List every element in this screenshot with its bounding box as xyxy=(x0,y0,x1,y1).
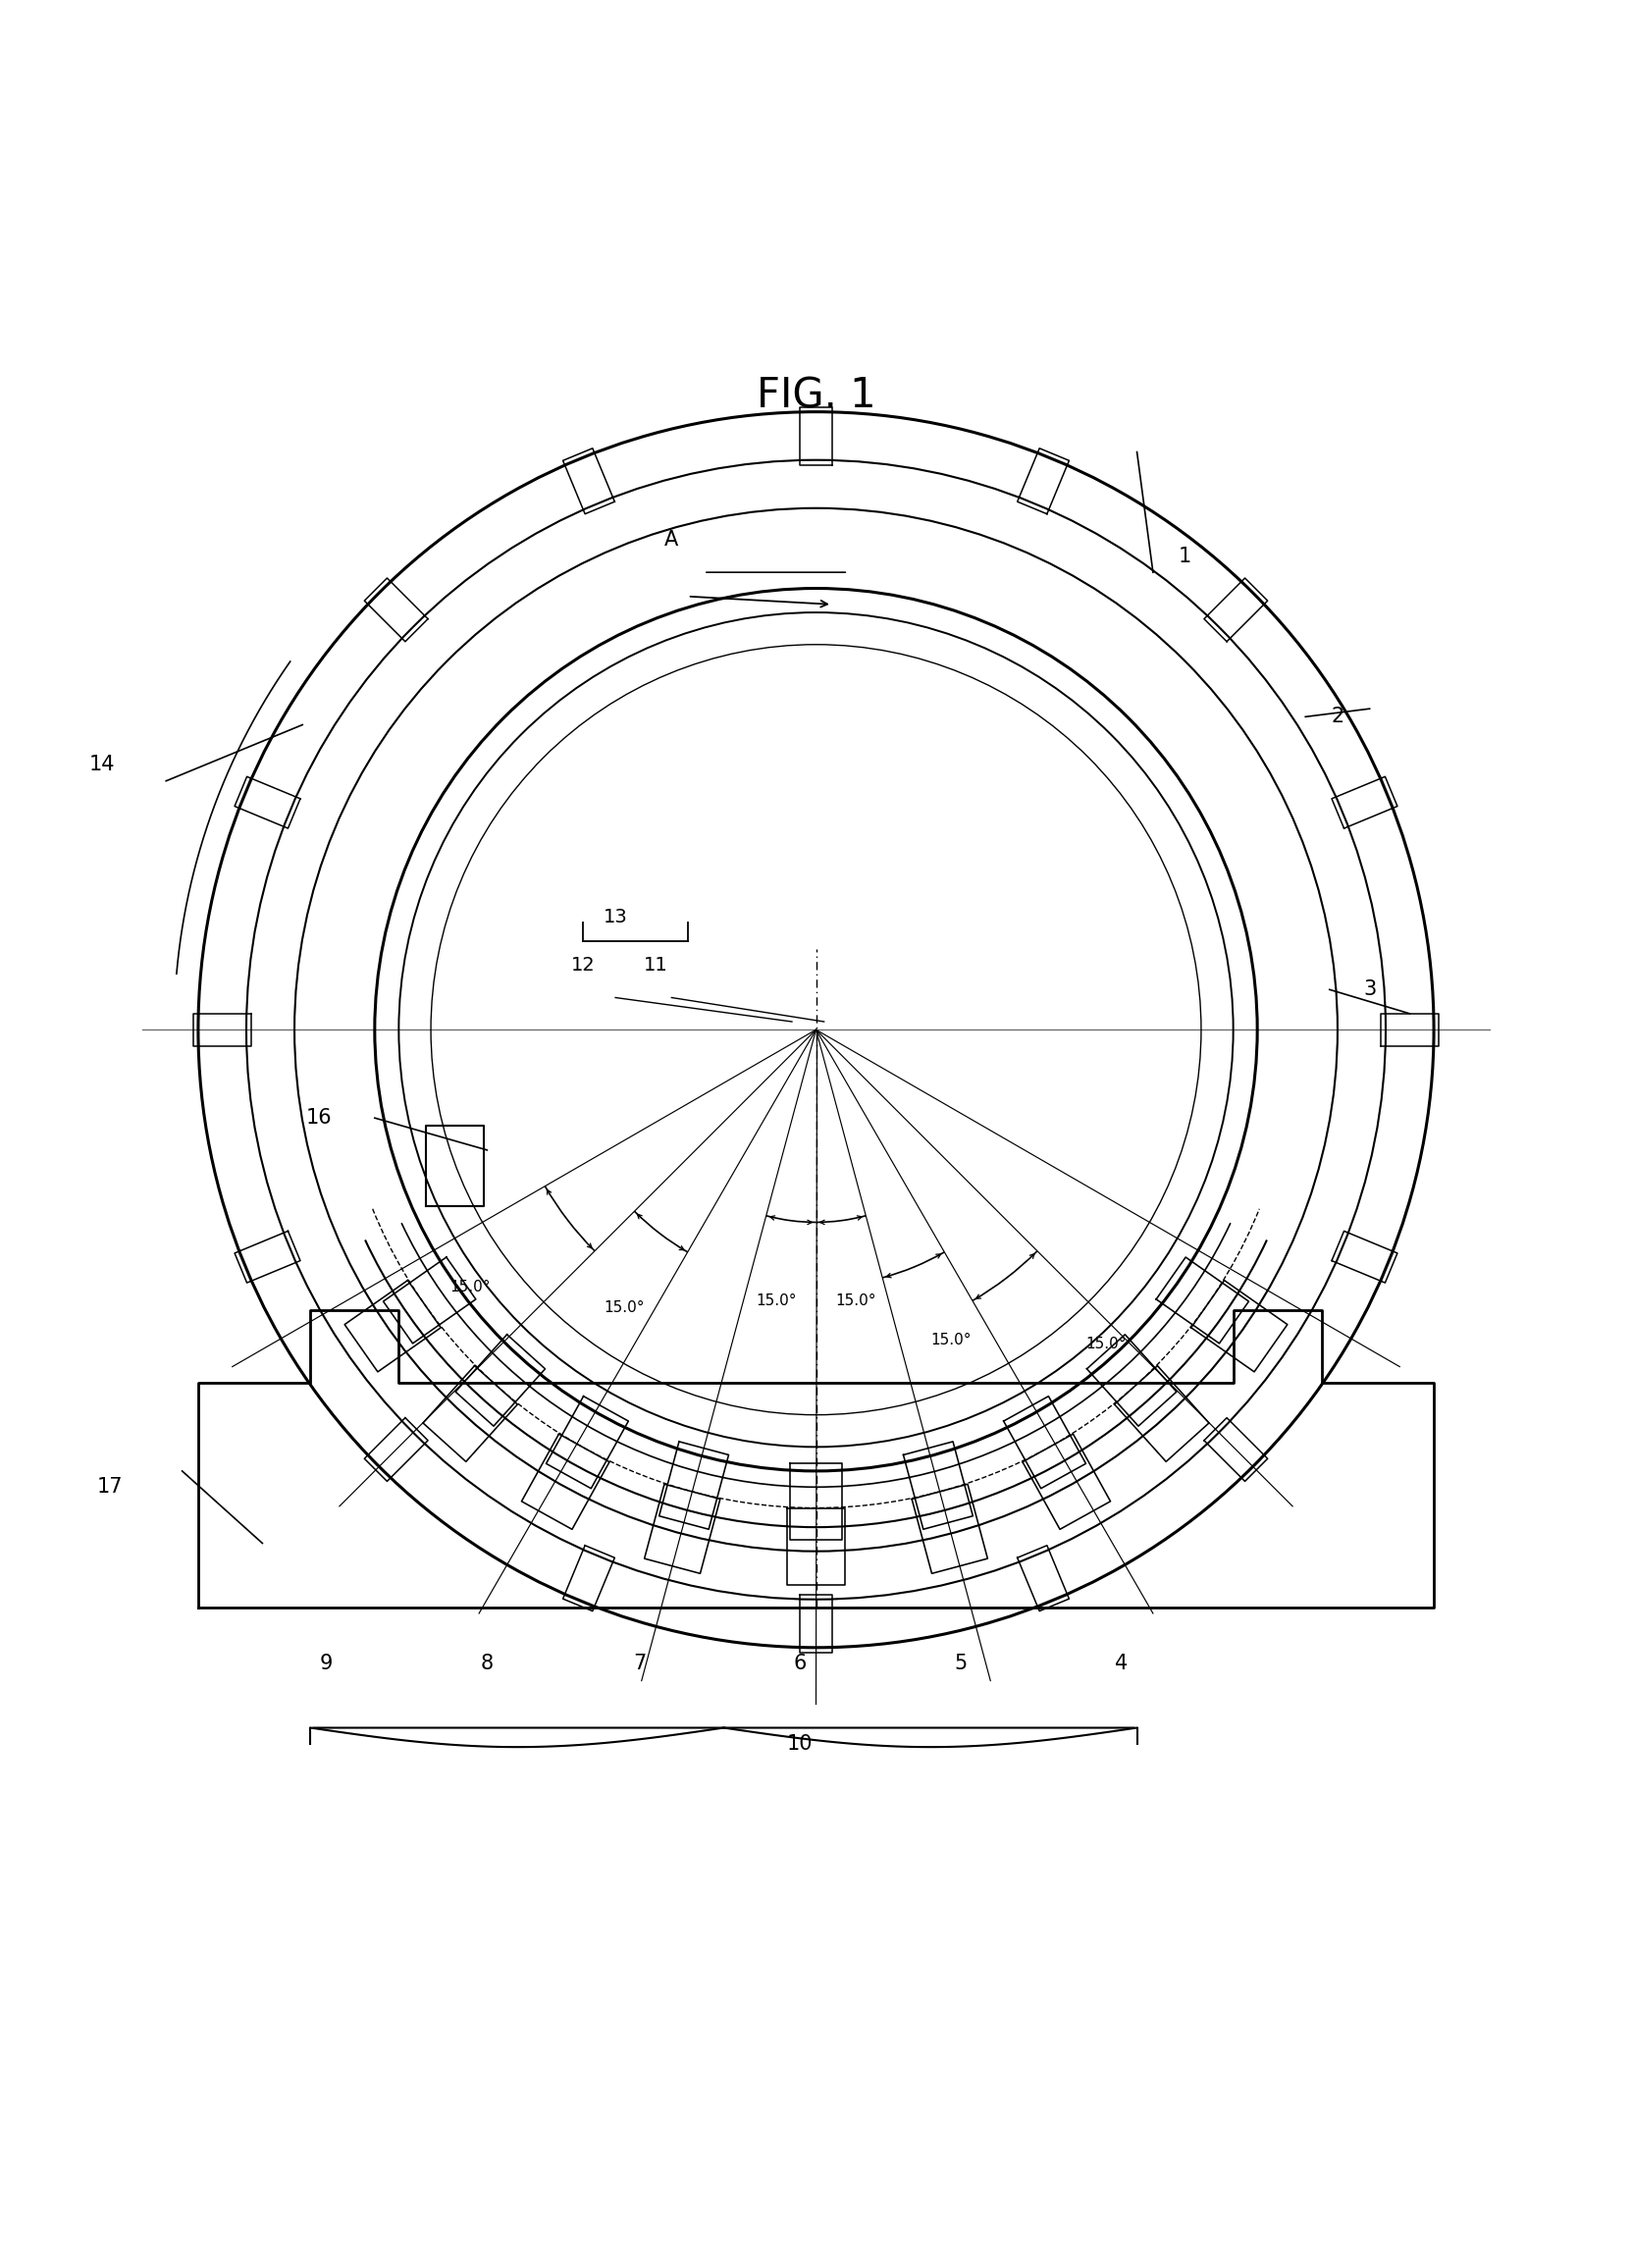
Text: A: A xyxy=(664,531,679,551)
Text: 15.0°: 15.0° xyxy=(836,1293,876,1309)
Text: 11: 11 xyxy=(643,957,667,975)
Text: 12: 12 xyxy=(571,957,596,975)
Text: 9: 9 xyxy=(320,1653,333,1674)
Text: 1: 1 xyxy=(1178,547,1191,567)
Text: 14: 14 xyxy=(88,755,114,776)
Text: 15.0°: 15.0° xyxy=(930,1331,971,1347)
Text: 2: 2 xyxy=(1332,708,1345,726)
Text: 15.0°: 15.0° xyxy=(756,1293,796,1309)
Text: 10: 10 xyxy=(787,1735,813,1753)
Text: 13: 13 xyxy=(604,907,628,928)
Text: 6: 6 xyxy=(793,1653,806,1674)
Text: 15.0°: 15.0° xyxy=(449,1279,490,1295)
Text: 7: 7 xyxy=(633,1653,646,1674)
Text: 17: 17 xyxy=(96,1476,122,1497)
Text: 4: 4 xyxy=(1115,1653,1128,1674)
Text: 15.0°: 15.0° xyxy=(604,1300,645,1315)
Text: 15.0°: 15.0° xyxy=(1085,1336,1126,1352)
Text: 5: 5 xyxy=(955,1653,966,1674)
Text: FIG. 1: FIG. 1 xyxy=(756,374,876,417)
Text: 16: 16 xyxy=(305,1109,331,1127)
Text: 3: 3 xyxy=(1363,980,1376,1000)
Text: 8: 8 xyxy=(480,1653,493,1674)
